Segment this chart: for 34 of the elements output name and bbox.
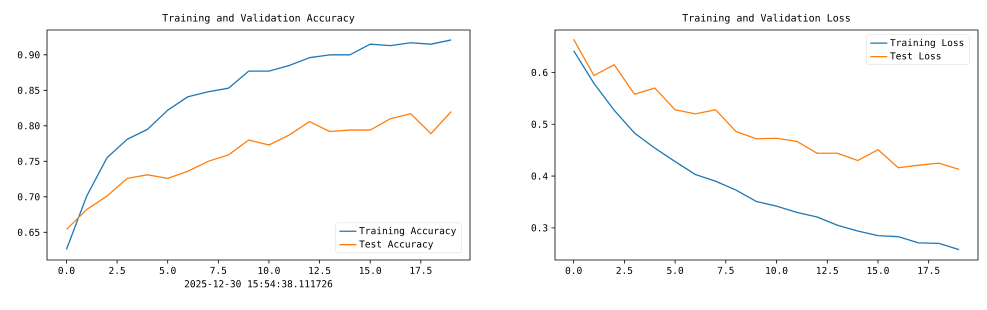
chart-title: Training and Validation Accuracy <box>162 14 354 24</box>
x-tick-label: 15.0 <box>360 266 381 274</box>
x-tick-label: 7.5 <box>210 266 226 274</box>
chart-title: Training and Validation Loss <box>682 14 850 24</box>
y-tick-label: 0.70 <box>18 193 40 200</box>
y-tick-label: 0.6 <box>532 68 548 76</box>
x-tick-label: 2.5 <box>616 266 632 274</box>
y-tick-label: 0.3 <box>532 224 548 232</box>
text: 2025-12-30 15:54:38.111726 <box>184 280 332 288</box>
legend-label: Test Accuracy <box>359 240 434 250</box>
x-tick-label: 15.0 <box>868 266 889 274</box>
x-tick-label: 10.0 <box>766 266 788 274</box>
x-tick-label: 10.0 <box>258 266 280 274</box>
y-tick-label: 0.90 <box>18 51 40 58</box>
y-tick-label: 0.75 <box>18 158 40 165</box>
x-tick-label: 5.0 <box>667 266 684 274</box>
y-tick-label: 0.85 <box>18 86 40 94</box>
x-tick-label: 12.5 <box>309 266 330 274</box>
x-tick-label: 17.5 <box>918 266 940 274</box>
x-tick-label: 12.5 <box>816 266 838 274</box>
x-tick-label: 0.0 <box>566 266 582 274</box>
x-tick-label: 5.0 <box>160 266 176 274</box>
legend-label: Test Loss <box>890 52 941 60</box>
y-tick-label: 0.4 <box>532 172 548 180</box>
x-tick-label: 0.0 <box>58 266 74 274</box>
legend-label: Training Accuracy <box>359 226 456 236</box>
x-tick-label: 7.5 <box>718 266 734 274</box>
y-tick-label: 0.65 <box>18 228 40 236</box>
y-tick-label: 0.5 <box>532 120 548 128</box>
x-tick-label: 17.5 <box>410 266 432 274</box>
x-tick-label: 2.5 <box>109 266 125 274</box>
y-tick-label: 0.80 <box>18 122 40 130</box>
line-series <box>573 50 960 250</box>
legend-label: Training Loss <box>890 38 964 48</box>
